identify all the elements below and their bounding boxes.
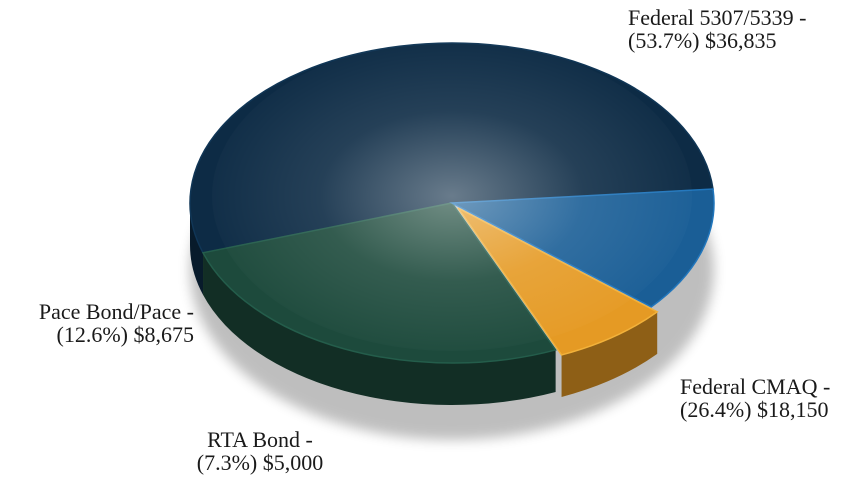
pie-slice-side-rta-bond [561, 311, 658, 397]
label-rta-bond: RTA Bond - (7.3%) $5,000 [170, 428, 350, 474]
pie-slice-side-federal-cmaq [203, 252, 556, 405]
label-rta-bond-line1: RTA Bond - [207, 427, 313, 452]
label-federal-5307: Federal 5307/5339 - (53.7%) $36,835 [628, 6, 806, 52]
label-federal-5307-line2: (53.7%) $36,835 [628, 28, 777, 53]
label-pace-bond: Pace Bond/Pace - (12.6%) $8,675 [4, 300, 194, 346]
label-pace-bond-line1: Pace Bond/Pace - [38, 299, 194, 324]
label-federal-5307-line1: Federal 5307/5339 - [628, 5, 807, 30]
label-rta-bond-line2: (7.3%) $5,000 [196, 450, 324, 475]
label-federal-cmaq-line1: Federal CMAQ - [680, 374, 831, 399]
label-federal-cmaq-line2: (26.4%) $18,150 [680, 397, 829, 422]
label-federal-cmaq: Federal CMAQ - (26.4%) $18,150 [680, 375, 830, 421]
label-pace-bond-line2: (12.6%) $8,675 [56, 322, 194, 347]
pie-sheen [212, 41, 692, 351]
pie-slice-side-federal-5307-5339 [190, 203, 204, 295]
